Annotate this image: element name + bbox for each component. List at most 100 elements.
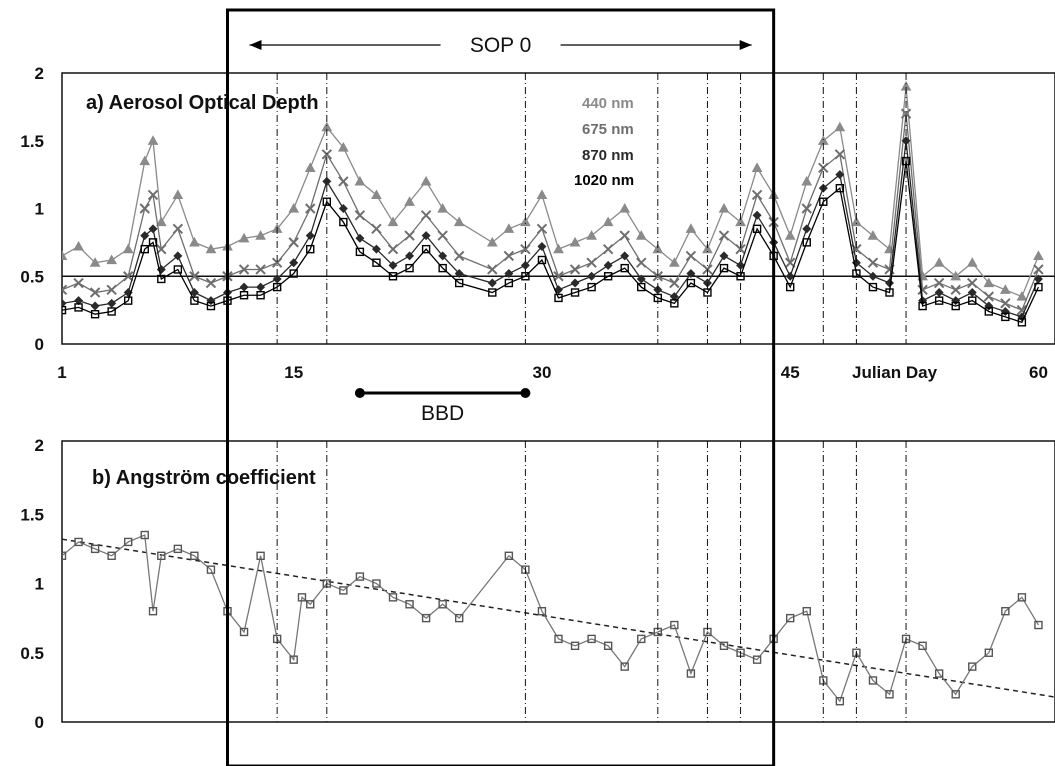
angstrom-data-point (306, 600, 315, 609)
aod-data-point (454, 269, 464, 279)
panel-b-trend-line (61, 538, 1055, 698)
aod-data-point (569, 264, 581, 275)
aod-data-point (453, 216, 465, 227)
aod-data-point (371, 244, 381, 254)
aod-data-point (238, 232, 250, 243)
aod-data-point (652, 271, 664, 282)
aod-data-point (752, 224, 762, 234)
angstrom-data-point (62, 551, 67, 560)
aod-data-point (835, 170, 845, 180)
x-tick-label: 45 (781, 363, 800, 382)
aod-data-point (62, 250, 68, 261)
aod-data-point (205, 277, 217, 289)
angstrom-data-point (968, 662, 977, 671)
aod-data-point (455, 278, 464, 288)
angstrom-data-point (289, 655, 298, 664)
aod-data-point (934, 288, 944, 298)
aod-data-point (255, 264, 266, 275)
aod-data-point (74, 303, 83, 312)
aod-data-point (123, 296, 133, 305)
aod-data-point (801, 203, 812, 214)
aod-data-point (718, 230, 730, 241)
aod-data-point (553, 243, 564, 254)
angstrom-data-point (157, 551, 166, 560)
aod-data-point (271, 257, 283, 268)
angstrom-data-point (868, 676, 878, 685)
aod-data-point (537, 241, 547, 251)
angstrom-data-point (421, 613, 431, 623)
aod-data-point (148, 238, 158, 247)
aod-data-point (338, 141, 349, 152)
aod-data-point (933, 277, 945, 289)
angstrom-data-point (405, 600, 414, 609)
aod-data-point (1016, 304, 1028, 316)
aod-data-point (669, 277, 680, 289)
y-tick-label: 0.5 (20, 644, 44, 663)
aod-data-point (785, 271, 795, 281)
aod-data-point (421, 231, 431, 241)
angstrom-data-point (835, 697, 845, 706)
y-tick-label: 2 (35, 436, 44, 455)
aod-data-point (686, 269, 696, 279)
sop-annotation: SOP 0 (226, 8, 776, 766)
y-tick-label: 0 (35, 713, 44, 732)
aod-data-point (437, 202, 448, 213)
angstrom-data-point (206, 565, 216, 574)
aod-data-point (536, 223, 548, 235)
panel-a-x-axis-label: Julian Day (852, 363, 938, 382)
aod-data-point (372, 258, 381, 267)
aod-data-point (140, 231, 150, 241)
angstrom-data-point (339, 586, 348, 595)
angstrom-series-line (62, 534, 1040, 703)
aod-data-point (602, 243, 614, 255)
aod-data-point (388, 260, 398, 270)
aod-data-point (933, 257, 945, 267)
aod-data-point (338, 204, 348, 213)
aod-data-point (404, 196, 415, 206)
aod-data-point (437, 230, 448, 241)
aod-data-point (255, 230, 266, 240)
aod-data-point (438, 251, 448, 261)
x-tick-label: 30 (532, 363, 551, 382)
aod-data-point (288, 237, 299, 248)
aod-data-point (702, 243, 713, 254)
aod-data-point (620, 263, 629, 273)
aod-data-point (73, 240, 84, 251)
aod-data-point (786, 282, 795, 292)
angstrom-data-point (1034, 620, 1043, 630)
aod-data-point (917, 284, 928, 296)
aod-data-point (637, 282, 646, 292)
angstrom-data-point (984, 648, 993, 657)
aod-data-point (205, 243, 217, 254)
aod-data-point (834, 121, 846, 132)
panel-a: a) Aerosol Optical Depth 0 0.5 1 1.5 2 1 15 30… (20, 64, 1055, 382)
angstrom-data-point (620, 662, 629, 671)
panel-b: b) Angström coefficient 0 0.5 1 1.5 2 (20, 436, 1055, 732)
aod-data-point (686, 278, 696, 288)
angstrom-data-point (372, 579, 381, 588)
aod-data-point (603, 260, 613, 270)
aod-data-point (173, 251, 183, 261)
aod-data-point (669, 292, 679, 302)
aod-data-point (488, 288, 497, 297)
aod-data-point (289, 258, 299, 268)
angstrom-data-point (297, 593, 307, 602)
angstrom-data-point (554, 634, 563, 644)
legend-item-675: 675 nm (582, 121, 634, 138)
aod-data-point (148, 224, 158, 234)
aod-data-point (90, 309, 100, 319)
aod-data-point (520, 243, 531, 255)
legend-item-870: 870 nm (582, 147, 634, 164)
aod-data-point (587, 282, 596, 292)
aod-data-point (404, 230, 415, 241)
aod-data-point (355, 247, 365, 257)
aod-data-point (1034, 282, 1043, 292)
aod-data-point (387, 216, 399, 227)
aod-data-point (438, 263, 447, 273)
aod-data-point (504, 269, 514, 279)
aod-data-point (405, 263, 414, 273)
aod-data-point (918, 301, 927, 311)
aod-data-point (388, 272, 398, 281)
aod-data-point (172, 189, 184, 200)
